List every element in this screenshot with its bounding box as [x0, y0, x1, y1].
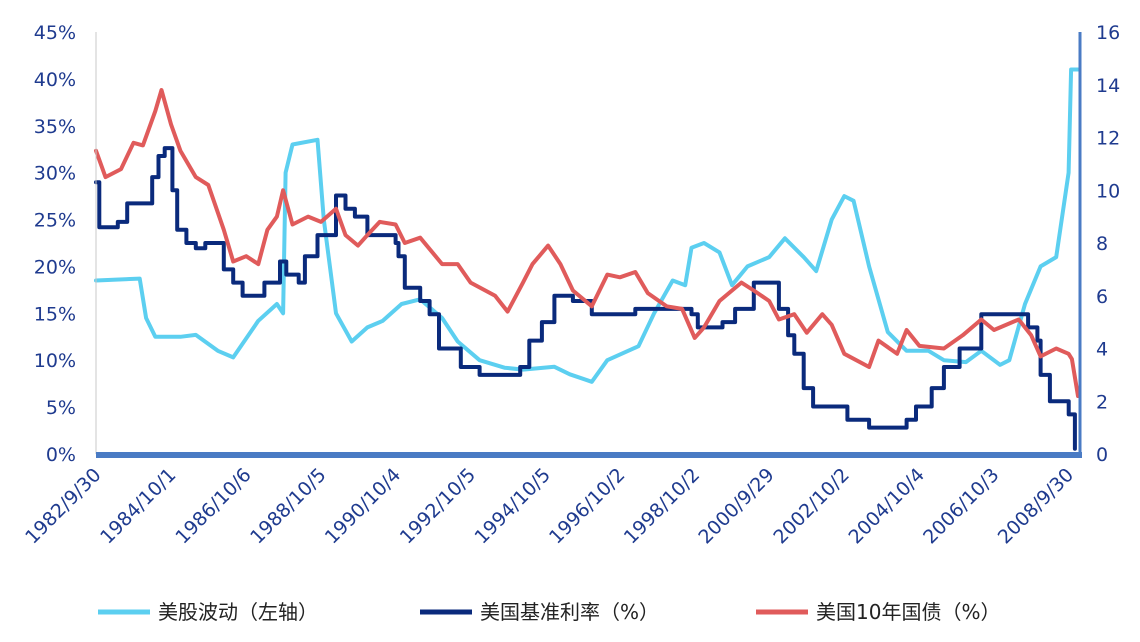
right-tick-label: 2: [1096, 391, 1108, 413]
x-tick-label: 1982/9/30: [21, 464, 105, 548]
x-tick-label: 1998/10/2: [620, 464, 704, 548]
x-tick-label: 2006/10/3: [919, 464, 1003, 548]
x-tick-label: 2002/10/2: [769, 464, 853, 548]
legend-label: 美国10年国债（%）: [816, 600, 1000, 624]
left-axis-ticks: 0% 5% 10% 15% 20% 25% 30% 35% 40% 45%: [34, 22, 76, 466]
left-tick-label: 25%: [34, 210, 76, 232]
left-tick-label: 45%: [34, 22, 76, 44]
x-tick-label: 1990/10/4: [321, 464, 405, 548]
legend-label: 美股波动（左轴）: [158, 600, 318, 624]
left-tick-label: 0%: [46, 444, 76, 466]
left-tick-label: 35%: [34, 116, 76, 138]
left-tick-label: 20%: [34, 256, 76, 278]
right-tick-label: 4: [1096, 339, 1108, 361]
x-tick-label: 1988/10/5: [246, 464, 330, 548]
right-tick-label: 12: [1096, 128, 1120, 150]
series-line-1: [94, 67, 1080, 384]
right-tick-label: 14: [1096, 75, 1120, 97]
legend-item-3: 美国10年国债（%）: [756, 600, 1000, 624]
series-layer: [94, 67, 1080, 451]
x-tick-label: 1994/10/5: [470, 464, 554, 548]
legend: 美股波动（左轴） 美国基准利率（%） 美国10年国债（%）: [98, 600, 1000, 624]
left-tick-label: 10%: [34, 350, 76, 372]
series-line-3: [94, 88, 1080, 398]
x-tick-label: 1996/10/2: [545, 464, 629, 548]
x-tick-label: 1984/10/1: [96, 464, 180, 548]
legend-label: 美国基准利率（%）: [480, 600, 659, 624]
legend-item-1: 美股波动（左轴）: [98, 600, 318, 624]
right-tick-label: 8: [1096, 233, 1108, 255]
right-tick-label: 0: [1096, 444, 1108, 466]
right-tick-label: 10: [1096, 180, 1120, 202]
x-tick-label: 2000/9/29: [694, 464, 778, 548]
right-tick-label: 6: [1096, 286, 1108, 308]
x-axis-ticks: 1982/9/301984/10/11986/10/61988/10/51990…: [21, 464, 1078, 548]
right-axis-ticks: 0 2 4 6 8 10 12 14 16: [1096, 22, 1120, 466]
left-tick-label: 30%: [34, 163, 76, 185]
legend-item-2: 美国基准利率（%）: [420, 600, 659, 624]
left-tick-label: 40%: [34, 69, 76, 91]
x-tick-label: 2008/9/30: [994, 464, 1078, 548]
left-tick-label: 15%: [34, 303, 76, 325]
right-tick-label: 16: [1096, 22, 1120, 44]
x-tick-label: 1986/10/6: [171, 464, 255, 548]
left-tick-label: 5%: [46, 397, 76, 419]
series-line-2: [94, 146, 1077, 451]
x-tick-label: 2004/10/4: [844, 464, 928, 548]
x-tick-label: 1992/10/5: [396, 464, 480, 548]
